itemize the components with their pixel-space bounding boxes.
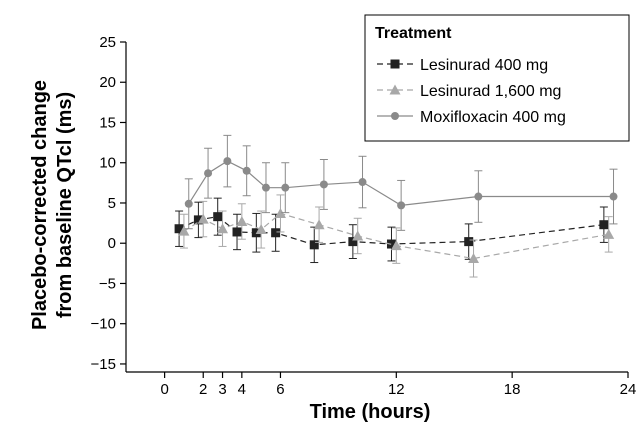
data-point: [197, 213, 209, 224]
series-1: [174, 197, 609, 264]
data-point: [313, 219, 325, 230]
data-point: [468, 253, 480, 264]
data-point: [609, 192, 618, 201]
data-point: [474, 192, 483, 201]
legend-label: Moxifloxacin 400 mg: [420, 109, 566, 126]
data-point: [274, 207, 286, 218]
series-layer: [174, 134, 618, 278]
y-axis-title-line2: from baseline QTcl (ms): [54, 92, 76, 318]
x-tick-label: 0: [160, 381, 168, 398]
y-tick-label: 20: [99, 74, 116, 91]
data-point: [309, 240, 319, 250]
y-tick-label: 15: [99, 114, 116, 131]
data-point: [386, 239, 396, 249]
legend-item-2: Lesinurad 1,600 mg: [377, 83, 561, 100]
x-axis-ticks: 0 2 3 4 6 12 18 24: [160, 372, 636, 398]
legend-label: Lesinurad 400 mg: [420, 57, 548, 74]
data-point: [390, 240, 402, 251]
data-point: [242, 166, 251, 175]
data-point: [397, 201, 406, 210]
data-point: [281, 183, 290, 192]
y-tick-label: 10: [99, 155, 116, 172]
data-point: [178, 225, 190, 236]
legend: Treatment Lesinurad 400 mg Lesinurad 1,60…: [364, 14, 630, 142]
x-tick-label: 2: [199, 381, 207, 398]
data-point: [464, 237, 474, 247]
legend-label: Lesinurad 1,600 mg: [420, 83, 561, 100]
legend-item-1: Lesinurad 400 mg: [377, 57, 548, 74]
legend-item-3: Moxifloxacin 400 mg: [377, 109, 566, 126]
y-axis-title-line1: Placebo-corrected change: [29, 80, 51, 330]
legend-marker: [391, 112, 399, 120]
y-axis-ticks: −15 −10 −5 0 5 10 15 20 25: [91, 34, 126, 373]
series-3: [184, 134, 618, 231]
y-axis-title: Placebo-corrected change from baseline Q…: [29, 80, 76, 330]
data-point: [603, 228, 615, 239]
series-2: [178, 194, 615, 278]
data-point: [261, 183, 270, 192]
data-point: [223, 157, 232, 166]
data-point: [599, 220, 609, 230]
legend-marker: [389, 84, 401, 95]
y-tick-label: 25: [99, 34, 116, 51]
data-point: [271, 228, 281, 238]
y-tick-label: −5: [99, 275, 116, 292]
data-point: [204, 169, 213, 178]
data-point: [217, 223, 229, 234]
data-point: [348, 237, 358, 247]
x-tick-label: 18: [504, 381, 521, 398]
legend-items: Lesinurad 400 mg Lesinurad 1,600 mg Moxifl…: [377, 57, 566, 126]
data-point: [319, 180, 328, 189]
data-point: [174, 224, 184, 234]
x-tick-label: 4: [238, 381, 246, 398]
y-tick-label: 0: [108, 235, 116, 252]
legend-title: Treatment: [375, 25, 452, 42]
data-point: [352, 230, 364, 241]
x-tick-label: 12: [388, 381, 405, 398]
x-tick-label: 24: [620, 381, 637, 398]
legend-marker: [390, 59, 400, 69]
axes: [125, 42, 628, 373]
data-point: [251, 228, 261, 238]
x-axis-title: Time (hours): [310, 401, 431, 423]
y-tick-label: −10: [91, 316, 116, 333]
legend-box: [364, 14, 630, 142]
data-point: [193, 215, 203, 225]
y-tick-label: −15: [91, 356, 116, 373]
data-point: [213, 212, 223, 222]
data-point: [236, 215, 248, 226]
data-point: [255, 224, 267, 235]
data-point: [232, 227, 242, 237]
x-tick-label: 6: [276, 381, 284, 398]
x-tick-label: 3: [218, 381, 226, 398]
data-point: [184, 199, 193, 208]
y-tick-label: 5: [108, 195, 116, 212]
data-point: [358, 178, 367, 187]
